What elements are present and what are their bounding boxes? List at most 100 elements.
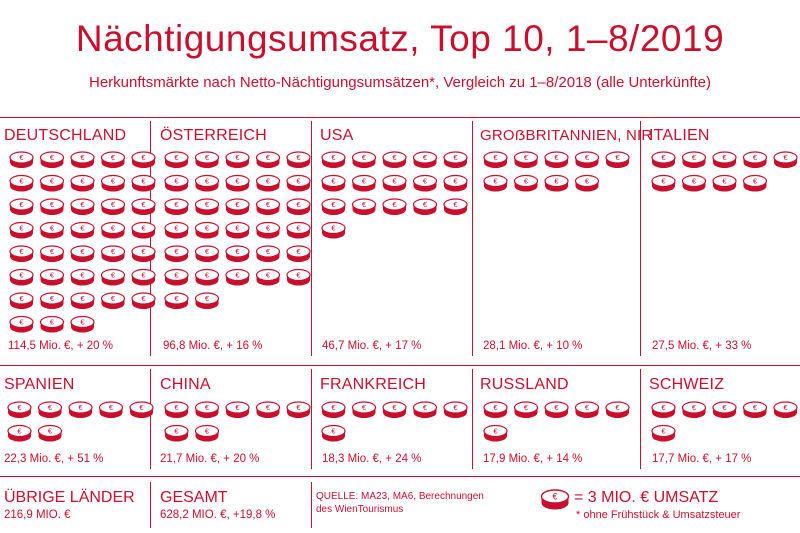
coin-mark: € — [9, 268, 34, 286]
coin-mark: € — [651, 174, 676, 192]
coin-mark: € — [225, 401, 250, 418]
coin-mark: € — [194, 401, 220, 418]
coin-mark: € — [131, 292, 156, 309]
divider-bottom — [0, 476, 800, 477]
value-label: 46,7 Mio. €, + 17 % — [322, 340, 422, 352]
coin-mark: € — [742, 174, 768, 192]
coin-mark: € — [382, 151, 407, 168]
euro-glyph: € — [661, 427, 666, 436]
euro-glyph: € — [722, 153, 727, 162]
coin-mark: € — [100, 174, 126, 192]
euro-glyph: € — [205, 294, 210, 303]
euro-glyph: € — [296, 153, 301, 162]
column-divider — [640, 369, 641, 469]
coin-mark: € — [9, 315, 34, 333]
euro-glyph: € — [235, 200, 240, 209]
euro-glyph: € — [141, 177, 146, 186]
euro-glyph: € — [174, 271, 179, 280]
euro-glyph: € — [111, 294, 116, 303]
value-label: 21,7 Mio. €, + 20 % — [160, 453, 260, 465]
euro-glyph: € — [552, 492, 557, 502]
euro-glyph: € — [392, 403, 397, 412]
euro-glyph: € — [661, 403, 666, 412]
coin-mark: € — [98, 401, 124, 418]
coin-mark: € — [70, 221, 95, 239]
euro-glyph: € — [362, 403, 367, 412]
country-label: SPANIEN — [4, 376, 75, 393]
coin-mark: € — [39, 315, 65, 333]
euro-glyph: € — [109, 403, 114, 412]
euro-glyph: € — [50, 153, 55, 162]
euro-glyph: € — [423, 403, 428, 412]
euro-glyph: € — [205, 403, 210, 412]
coin-mark: € — [382, 401, 407, 418]
euro-glyph: € — [722, 177, 727, 186]
coin-mark: € — [131, 174, 156, 192]
coin-mark: € — [39, 292, 65, 309]
euro-glyph: € — [205, 271, 210, 280]
country-label: GROẞBRITANNIEN, NIR — [480, 127, 653, 144]
coin-mark: € — [742, 151, 768, 168]
euro-glyph: € — [524, 403, 529, 412]
euro-glyph: € — [17, 403, 22, 412]
euro-glyph: € — [205, 153, 210, 162]
coin-mark: € — [483, 424, 508, 442]
euro-glyph: € — [493, 403, 498, 412]
value-label: 27,5 Mio. €, + 33 % — [652, 340, 752, 352]
coin-mark: € — [9, 198, 34, 215]
euro-glyph: € — [205, 177, 210, 186]
euro-glyph: € — [753, 177, 758, 186]
country-label: USA — [320, 127, 354, 144]
country-label: RUSSLAND — [480, 376, 569, 393]
coin-mark: € — [164, 174, 189, 192]
coin-mark: € — [70, 151, 95, 168]
coin-mark: € — [286, 268, 311, 286]
coin-mark: € — [194, 424, 220, 442]
euro-glyph: € — [331, 177, 336, 186]
coin-mark: € — [225, 174, 250, 192]
euro-glyph: € — [174, 403, 179, 412]
value-label: 28,1 Mio. €, + 10 % — [483, 340, 583, 352]
coin-mark: € — [100, 292, 126, 309]
euro-glyph: € — [205, 427, 210, 436]
euro-glyph: € — [493, 177, 498, 186]
euro-glyph: € — [111, 177, 116, 186]
euro-glyph: € — [78, 403, 83, 412]
coin-mark: € — [742, 401, 768, 418]
euro-glyph: € — [331, 427, 336, 436]
coin-mark: € — [255, 245, 281, 262]
divider-middle — [0, 365, 800, 366]
euro-glyph: € — [266, 177, 271, 186]
euro-glyph: € — [141, 294, 146, 303]
coin-mark: € — [39, 245, 65, 262]
coin-mark: € — [382, 198, 407, 215]
euro-glyph: € — [493, 427, 498, 436]
coin-mark: € — [100, 268, 126, 286]
euro-glyph: € — [296, 224, 301, 233]
euro-glyph: € — [235, 224, 240, 233]
euro-glyph: € — [48, 403, 53, 412]
value-label: 114,5 Mio. €, + 20 % — [8, 340, 113, 352]
coin-mark: € — [681, 174, 707, 192]
coin-mark: € — [544, 151, 569, 168]
coin-mark: € — [194, 292, 220, 309]
coin-mark: € — [225, 198, 250, 215]
legend-coin-icon: € — [540, 489, 570, 510]
euro-glyph: € — [296, 271, 301, 280]
euro-glyph: € — [50, 271, 55, 280]
coin-mark: € — [70, 245, 95, 262]
coin-mark: € — [351, 174, 377, 192]
coin-mark: € — [321, 198, 346, 215]
coin-mark: € — [39, 174, 65, 192]
euro-glyph: € — [692, 403, 697, 412]
legend-footnote: * ohne Frühstück & Umsatzsteuer — [576, 509, 741, 521]
column-divider — [472, 121, 473, 356]
euro-glyph: € — [174, 153, 179, 162]
coin-mark: € — [286, 245, 311, 262]
total-label: GESAMT — [160, 489, 228, 506]
coin-mark: € — [255, 221, 281, 239]
country-label: DEUTSCHLAND — [4, 127, 127, 144]
euro-glyph: € — [331, 153, 336, 162]
coin-mark: € — [255, 401, 281, 418]
coin-mark: € — [100, 151, 126, 168]
